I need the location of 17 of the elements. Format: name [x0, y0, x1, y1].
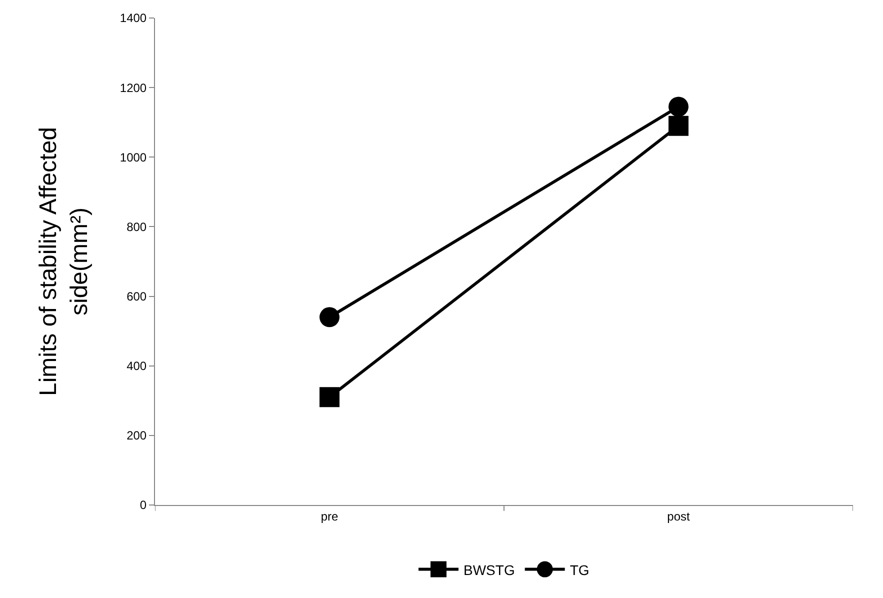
point [320, 387, 340, 408]
y-axis-title: Limits of stability Affected side(mm²) [34, 126, 93, 396]
point [668, 116, 688, 136]
y-tick-label: 0 [140, 498, 147, 512]
legend-label: BWSTG [464, 562, 515, 578]
y-tick-label: 1000 [120, 150, 147, 164]
point [668, 96, 688, 117]
y-tick-label: 400 [126, 359, 147, 374]
point [320, 307, 340, 328]
y-tick-label: 200 [126, 428, 147, 443]
legend-label: TG [570, 562, 590, 578]
x-tick-label: pre [320, 509, 338, 524]
y-tick-label: 800 [126, 220, 147, 234]
y-tick-label: 600 [126, 289, 147, 304]
y-tick-label: 1400 [120, 11, 147, 26]
x-tick-label: post [667, 509, 691, 524]
y-tick-label: 1200 [120, 80, 147, 95]
